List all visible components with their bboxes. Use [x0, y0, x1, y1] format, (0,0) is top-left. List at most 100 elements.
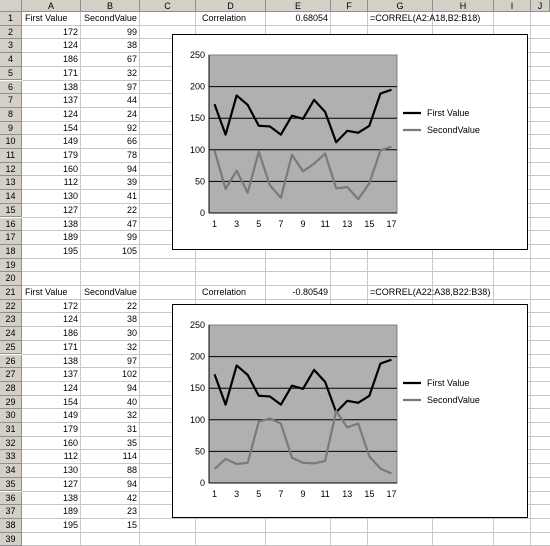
row-header-28[interactable]: 28 — [0, 381, 22, 396]
cell-first-value[interactable]: 124 — [62, 314, 78, 325]
cell-first-value[interactable]: 179 — [62, 150, 78, 160]
cell-first-value[interactable]: 127 — [62, 478, 78, 489]
header-second-value[interactable]: SecondValue — [84, 13, 137, 23]
cell-first-value[interactable]: 172 — [62, 300, 78, 311]
cell-first-value[interactable]: 112 — [63, 451, 78, 462]
cell-second-value[interactable]: 30 — [126, 328, 137, 339]
cell-first-value[interactable]: 124 — [62, 108, 78, 119]
cell-first-value[interactable]: 138 — [62, 355, 78, 366]
cell-second-value[interactable]: 94 — [126, 382, 137, 393]
column-header-g[interactable]: G — [368, 0, 433, 12]
cell-second-value[interactable]: 38 — [126, 40, 137, 51]
column-header-d[interactable]: D — [196, 0, 266, 12]
cell-second-value[interactable]: 66 — [126, 136, 137, 147]
row-header-9[interactable]: 9 — [0, 121, 22, 136]
cell-second-value[interactable]: 105 — [121, 245, 137, 256]
row-header-38[interactable]: 38 — [0, 518, 22, 533]
cell-second-value[interactable]: 88 — [126, 465, 137, 476]
cell-second-value[interactable]: 97 — [126, 81, 137, 92]
cell-second-value[interactable]: 94 — [126, 478, 137, 489]
row-header-13[interactable]: 13 — [0, 176, 22, 191]
cell-second-value[interactable]: 15 — [126, 519, 137, 530]
correlation-value[interactable]: -0.80549 — [292, 287, 328, 297]
cell-second-value[interactable]: 97 — [126, 355, 137, 366]
cell-second-value[interactable]: 78 — [126, 150, 137, 160]
row-header-6[interactable]: 6 — [0, 80, 22, 95]
row-header-15[interactable]: 15 — [0, 203, 22, 218]
cell-first-value[interactable]: 127 — [62, 204, 78, 215]
row-header-30[interactable]: 30 — [0, 409, 22, 423]
cell-first-value[interactable]: 171 — [62, 341, 78, 352]
row-header-8[interactable]: 8 — [0, 107, 22, 122]
cell-first-value[interactable]: 137 — [62, 369, 78, 380]
row-header-3[interactable]: 3 — [0, 39, 22, 54]
row-header-16[interactable]: 16 — [0, 217, 22, 232]
cell-second-value[interactable]: 94 — [126, 163, 137, 174]
row-header-24[interactable]: 24 — [0, 327, 22, 341]
cell-second-value[interactable]: 47 — [126, 218, 137, 229]
cell-first-value[interactable]: 138 — [62, 218, 78, 229]
cell-second-value[interactable]: 41 — [126, 191, 137, 202]
cell-second-value[interactable]: 32 — [126, 67, 137, 78]
cell-first-value[interactable]: 124 — [62, 382, 78, 393]
cell-second-value[interactable]: 32 — [126, 341, 137, 352]
row-header-31[interactable]: 31 — [0, 423, 22, 437]
cell-first-value[interactable]: 179 — [62, 424, 78, 434]
cell-second-value[interactable]: 24 — [126, 108, 137, 119]
row-header-33[interactable]: 33 — [0, 450, 22, 465]
cell-second-value[interactable]: 22 — [126, 300, 137, 311]
legend-entry[interactable]: First Value — [427, 108, 469, 118]
row-header-5[interactable]: 5 — [0, 66, 22, 81]
cell-second-value[interactable]: 99 — [126, 232, 137, 243]
cell-first-value[interactable]: 149 — [62, 136, 78, 147]
cell-second-value[interactable]: 67 — [126, 54, 137, 65]
header-first-value[interactable]: First Value — [25, 13, 68, 23]
row-header-4[interactable]: 4 — [0, 53, 22, 67]
header-second-value[interactable]: SecondValue — [84, 287, 137, 297]
column-header-c[interactable]: C — [140, 0, 196, 12]
cell-first-value[interactable]: 138 — [62, 492, 78, 503]
cell-second-value[interactable]: 42 — [126, 492, 137, 503]
row-header-2[interactable]: 2 — [0, 25, 22, 40]
column-header-a[interactable]: A — [22, 0, 81, 12]
row-header-37[interactable]: 37 — [0, 505, 22, 519]
cell-first-value[interactable]: 138 — [62, 81, 78, 92]
select-all-corner[interactable] — [0, 0, 22, 12]
row-header-19[interactable]: 19 — [0, 258, 22, 273]
correlation-value[interactable]: 0.68054 — [295, 13, 328, 23]
column-header-e[interactable]: E — [266, 0, 331, 12]
row-header-1[interactable]: 1 — [0, 12, 22, 26]
cell-first-value[interactable]: 160 — [62, 163, 78, 174]
cell-first-value[interactable]: 186 — [62, 328, 78, 339]
cell-first-value[interactable]: 171 — [62, 67, 78, 78]
column-header-h[interactable]: H — [433, 0, 494, 12]
cell-first-value[interactable]: 124 — [62, 40, 78, 51]
row-header-34[interactable]: 34 — [0, 464, 22, 478]
row-header-14[interactable]: 14 — [0, 190, 22, 204]
line-chart-2[interactable]: 0 50 100 150 200 250 1 3 5 7 9 11 13 15 17 First Value S… — [172, 304, 528, 518]
row-header-7[interactable]: 7 — [0, 94, 22, 108]
cell-first-value[interactable]: 112 — [63, 177, 78, 188]
cell-second-value[interactable]: 39 — [126, 177, 137, 188]
legend-entry[interactable]: SecondValue — [427, 125, 480, 135]
cell-second-value[interactable]: 35 — [126, 437, 137, 448]
cell-first-value[interactable]: 137 — [62, 95, 78, 106]
series-line-second-value[interactable] — [213, 145, 392, 201]
cell-first-value[interactable]: 160 — [62, 437, 78, 448]
cell-second-value[interactable]: 44 — [126, 95, 137, 106]
cell-first-value[interactable]: 149 — [62, 410, 78, 421]
plot-area[interactable] — [208, 54, 398, 214]
row-header-10[interactable]: 10 — [0, 135, 22, 149]
row-header-25[interactable]: 25 — [0, 340, 22, 355]
series-line-first-value[interactable] — [213, 358, 392, 414]
row-header-26[interactable]: 26 — [0, 354, 22, 369]
cell-first-value[interactable]: 172 — [62, 26, 78, 37]
correlation-label[interactable]: Correlation — [202, 287, 247, 297]
cell-first-value[interactable]: 189 — [62, 232, 78, 243]
cell-first-value[interactable]: 195 — [62, 519, 78, 530]
cell-second-value[interactable]: 23 — [126, 506, 137, 517]
cell-first-value[interactable]: 195 — [62, 245, 78, 256]
cell-first-value[interactable]: 189 — [62, 506, 78, 517]
line-chart-1[interactable]: 0 50 100 150 200 250 1 3 5 7 9 11 13 15 17 First Value S… — [172, 34, 528, 250]
legend-entry[interactable]: First Value — [427, 378, 469, 388]
